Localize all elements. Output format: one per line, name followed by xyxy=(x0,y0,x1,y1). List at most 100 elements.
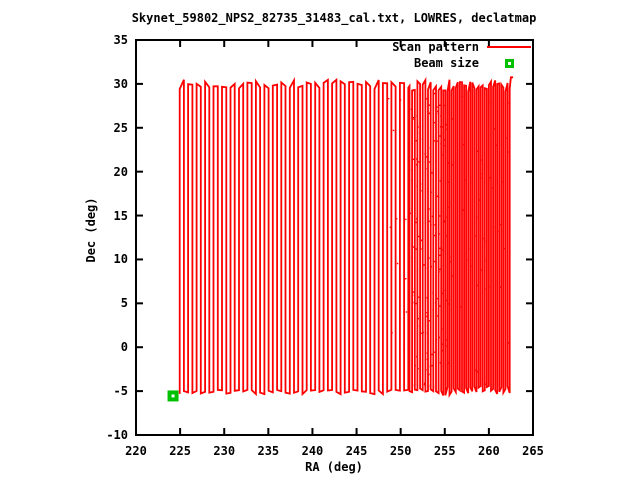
scan-noise-dot xyxy=(495,144,497,146)
scan-noise-dot xyxy=(484,383,486,385)
scan-noise-dot xyxy=(405,311,408,313)
scan-noise-dot xyxy=(437,131,440,133)
scan-noise-dot xyxy=(421,183,423,185)
y-tick-label: 20 xyxy=(113,164,128,179)
scan-noise-dot xyxy=(474,235,476,237)
scan-noise-dot xyxy=(416,355,418,358)
legend-label-beam-size: Beam size xyxy=(413,56,479,70)
scan-noise-dot xyxy=(438,271,440,273)
scan-noise-dot xyxy=(427,190,429,192)
scan-noise-dot xyxy=(399,99,402,101)
x-tick-label: 250 xyxy=(389,444,412,458)
scan-noise-dot xyxy=(436,195,439,198)
y-tick-label: 35 xyxy=(113,33,128,47)
scan-noise-dot xyxy=(414,364,416,367)
scan-noise-dot xyxy=(395,218,398,220)
scan-noise-dot xyxy=(411,256,413,259)
scan-noise-dot xyxy=(439,135,441,137)
scan-noise-dot xyxy=(416,132,419,134)
scan-noise-dot xyxy=(462,209,464,211)
scan-noise-dot xyxy=(505,137,507,139)
scan-noise-dot xyxy=(493,128,495,130)
scan-noise-dot xyxy=(415,221,417,224)
beam-size-marker-dot xyxy=(171,394,175,398)
y-axis-title: Dec (deg) xyxy=(84,197,98,263)
scan-noise-dot xyxy=(428,220,430,223)
legend-item-beam-size: Beam size xyxy=(392,55,531,71)
scan-noise-dot xyxy=(437,386,440,388)
scan-noise-dot xyxy=(438,233,440,235)
legend-label-scan-pattern: Scan pattern xyxy=(392,40,479,54)
scan-noise-dot xyxy=(437,110,439,113)
x-tick-label: 245 xyxy=(345,444,368,458)
scan-noise-dot xyxy=(508,151,510,153)
scan-noise-dot xyxy=(425,267,427,269)
scan-noise-dot xyxy=(425,369,427,371)
scan-noise-dot xyxy=(447,162,450,164)
scan-noise-dot xyxy=(476,150,479,153)
scan-noise-dot xyxy=(488,286,490,288)
scan-noise-dot xyxy=(428,320,430,322)
scan-noise-dot xyxy=(438,215,441,217)
legend-item-scan-pattern: Scan pattern xyxy=(392,39,531,55)
scan-noise-dot xyxy=(492,226,495,228)
scan-noise-dot xyxy=(492,187,494,189)
scan-noise-dot xyxy=(419,365,421,367)
scan-noise-dot xyxy=(420,190,422,192)
scan-noise-dot xyxy=(477,216,480,219)
scan-noise-dot xyxy=(439,268,441,271)
scan-noise-dot xyxy=(396,262,399,265)
scan-noise-dot xyxy=(403,348,405,350)
scan-noise-dot xyxy=(429,111,431,114)
scan-noise-dot xyxy=(434,260,436,263)
legend-sample-area xyxy=(487,55,531,71)
scan-noise-dot xyxy=(405,278,407,280)
scan-noise-dot xyxy=(463,172,465,174)
legend-sample-area xyxy=(487,39,531,55)
scan-noise-dot xyxy=(446,345,448,347)
scan-noise-dot xyxy=(439,254,441,257)
scan-noise-dot xyxy=(480,173,482,175)
scan-noise-dot xyxy=(447,362,449,364)
scan-noise-dot xyxy=(410,108,413,110)
scan-noise-dot xyxy=(413,246,415,248)
scan-noise-dot xyxy=(439,180,442,182)
scan-noise-dot xyxy=(439,247,441,250)
scan-noise-dot xyxy=(467,259,469,261)
scan-noise-dot xyxy=(420,332,422,334)
x-tick-label: 255 xyxy=(433,444,456,458)
scan-noise-dot xyxy=(440,115,442,117)
scan-noise-dot xyxy=(411,169,413,171)
scan-noise-dot xyxy=(405,218,407,221)
scan-noise-dot xyxy=(415,140,418,142)
scan-noise-dot xyxy=(473,281,475,284)
x-tick-label: 235 xyxy=(257,444,280,458)
scan-noise-dot xyxy=(412,291,415,293)
scan-noise-dot xyxy=(443,104,446,107)
scan-noise-dot xyxy=(436,297,438,300)
scan-noise-dot xyxy=(503,247,505,250)
plot-border xyxy=(135,39,534,436)
scan-noise-dot xyxy=(443,220,445,222)
scan-noise-dot xyxy=(435,294,437,296)
scan-noise-dot xyxy=(431,172,433,174)
scan-noise-dot xyxy=(416,158,418,160)
x-axis-title: RA (deg) xyxy=(305,460,363,474)
scan-noise-dot xyxy=(411,309,414,311)
scan-noise-dot xyxy=(432,186,435,189)
y-tick-label: 10 xyxy=(113,252,128,267)
scan-noise-dot xyxy=(443,139,446,141)
scan-noise-dot xyxy=(424,117,427,119)
scan-noise-dot xyxy=(429,365,431,368)
scan-noise-dot xyxy=(438,274,440,276)
scan-noise-dot xyxy=(432,238,434,240)
scan-noise-dot xyxy=(499,286,502,288)
scan-noise-dot xyxy=(425,168,427,170)
scan-noise-dot xyxy=(407,244,410,246)
scan-noise-dot xyxy=(442,328,444,330)
scan-noise-dot xyxy=(426,315,428,318)
scan-noise-dot xyxy=(418,235,420,238)
scan-noise-dot xyxy=(484,260,486,262)
scan-noise-dot xyxy=(429,385,431,387)
